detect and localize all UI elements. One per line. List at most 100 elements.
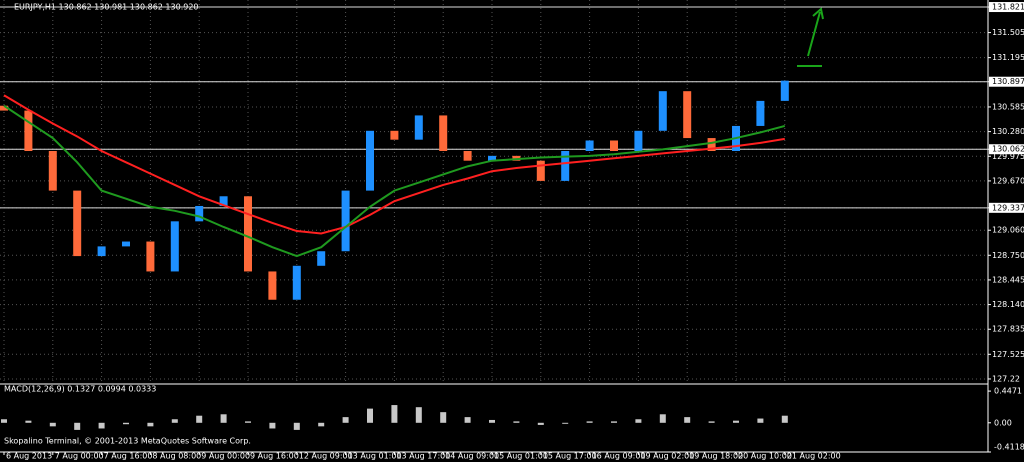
macd-bar <box>781 415 788 423</box>
macd-bar <box>293 422 300 430</box>
macd-bar <box>537 422 544 425</box>
price-label-box <box>989 202 1024 213</box>
x-tick-label: 7 Aug 00:00 <box>55 452 104 461</box>
y-tick-label: 131.821 <box>992 3 1024 12</box>
price-label-box <box>989 76 1024 87</box>
candle <box>146 241 155 272</box>
x-tick-label: 6 Aug 2013 <box>6 452 52 461</box>
y-tick-label: 128.445 <box>992 275 1024 284</box>
candle <box>292 265 301 300</box>
x-tick-label: 7 Aug 16:00 <box>104 452 153 461</box>
candle <box>97 246 106 257</box>
y-tick-label: 128.140 <box>992 300 1024 309</box>
macd-bar <box>513 421 520 423</box>
x-tick-label: 19 Aug 02:00 <box>640 452 694 461</box>
candle <box>341 190 350 252</box>
arrow-annotation <box>797 7 824 67</box>
x-tick-label: 12 Aug 09:00 <box>299 452 353 461</box>
macd-bar <box>269 422 276 429</box>
candle <box>488 155 496 161</box>
macd-bar <box>733 420 739 423</box>
candle <box>756 100 765 126</box>
y-tick-label: 127.22 <box>992 374 1020 383</box>
macd-bar <box>489 419 495 423</box>
candle <box>219 196 228 206</box>
candle <box>658 91 667 131</box>
y-tick-label: 129.975 <box>992 152 1024 161</box>
macd-bar <box>171 419 178 423</box>
macd-bar <box>220 414 227 423</box>
macd-bar <box>708 421 715 423</box>
macd-bar <box>147 422 154 427</box>
x-tick-label: 13 Aug 01:00 <box>348 452 402 461</box>
x-tick-label: 20 Aug 10:00 <box>738 452 792 461</box>
macd-tick-label: 0.4471 <box>994 387 1022 396</box>
macd-bar <box>342 417 349 423</box>
y-tick-label: 127.525 <box>992 350 1024 359</box>
macd-bar <box>586 421 593 423</box>
x-tick-label: 19 Aug 18:00 <box>689 452 743 461</box>
y-tick-label: 128.750 <box>992 251 1024 260</box>
macd-bar <box>562 422 569 424</box>
macd-bar <box>440 412 447 423</box>
x-tick-label: 15 Aug 01:00 <box>494 452 548 461</box>
candle <box>122 241 130 247</box>
y-tick-label: 129.337 <box>992 203 1024 212</box>
y-tick-label: 130.062 <box>992 145 1024 154</box>
candle <box>366 130 374 191</box>
macd-bar <box>245 421 251 423</box>
candle <box>170 221 179 272</box>
macd-label: MACD(12,26,9) 0.1327 0.0994 0.0333 <box>4 385 156 394</box>
y-tick-label: 130.280 <box>992 127 1024 136</box>
x-tick-label: 21 Aug 02:00 <box>787 452 841 461</box>
candle <box>268 271 277 300</box>
x-tick-label: 14 Aug 09:00 <box>445 452 499 461</box>
candle <box>463 151 472 161</box>
macd-bar <box>415 407 422 423</box>
macd-tick-label: -0.4118 <box>994 443 1024 452</box>
candle <box>414 115 423 140</box>
candle <box>536 160 545 181</box>
candle <box>634 130 643 152</box>
macd-bar <box>74 422 81 430</box>
x-tick-label: 8 Aug 08:00 <box>152 452 201 461</box>
macd-bar <box>25 420 32 423</box>
price-label-box <box>989 2 1024 13</box>
y-tick-label: 130.585 <box>992 102 1024 111</box>
macd-bar <box>367 408 373 423</box>
candle <box>48 151 57 191</box>
macd-bar <box>464 417 471 423</box>
macd-bar <box>391 405 398 423</box>
moving-average <box>3 94 785 235</box>
candle <box>439 115 448 152</box>
candle <box>561 151 570 181</box>
candle <box>73 190 82 257</box>
x-tick-label: 16 Aug 09:00 <box>592 452 646 461</box>
macd-bar <box>611 421 617 423</box>
y-tick-label: 129.060 <box>992 226 1024 235</box>
candle <box>610 140 618 152</box>
x-tick-label: 9 Aug 16:00 <box>250 452 299 461</box>
candle <box>390 130 399 140</box>
macd-bar <box>757 418 764 423</box>
macd-bar <box>1 419 7 423</box>
y-tick-label: 129.670 <box>992 176 1024 185</box>
footer: Skopalino Terminal, © 2001-2013 MetaQuot… <box>4 437 251 446</box>
macd-bar <box>684 417 691 423</box>
macd-bar <box>196 415 203 423</box>
y-tick-label: 131.505 <box>992 28 1024 37</box>
macd-bar <box>123 422 129 425</box>
moving-average <box>3 104 786 258</box>
candle <box>0 105 8 111</box>
macd-bar <box>318 422 325 427</box>
y-tick-label: 131.195 <box>992 53 1024 62</box>
candle <box>195 205 204 222</box>
y-tick-label: 127.835 <box>992 325 1024 334</box>
candle <box>317 251 326 266</box>
candle <box>585 140 594 152</box>
macd-bar <box>98 422 105 429</box>
macd-tick-label: 0.00 <box>994 418 1012 427</box>
